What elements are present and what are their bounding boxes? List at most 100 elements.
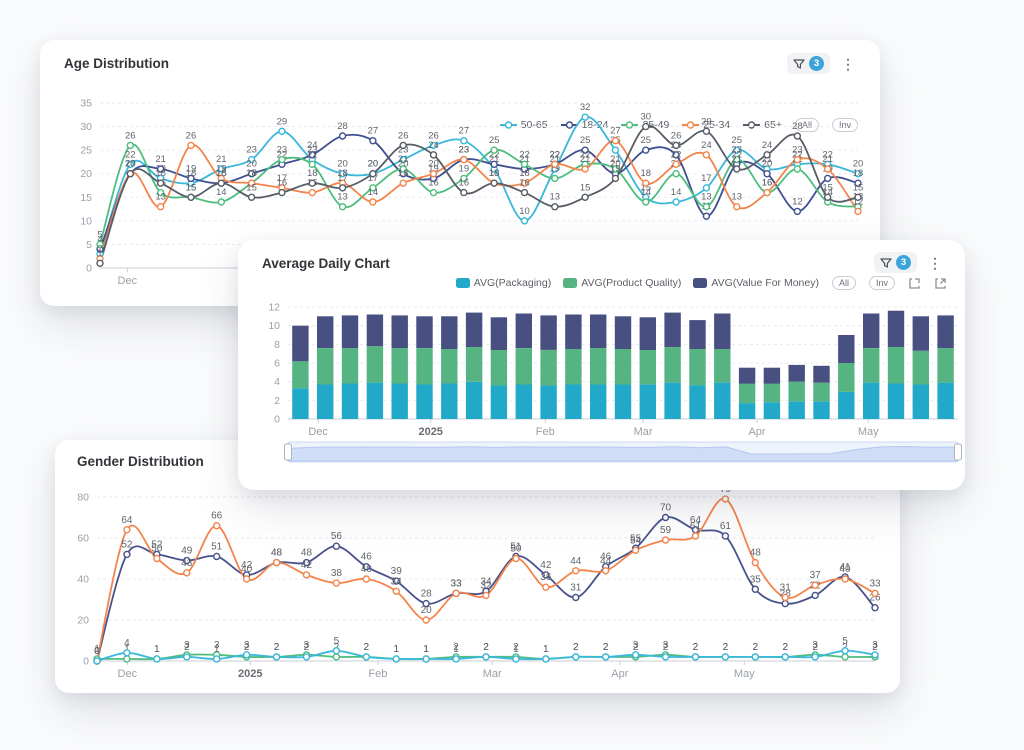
- svg-text:2: 2: [812, 642, 818, 653]
- more-menu-button[interactable]: ⋮: [841, 55, 855, 72]
- svg-text:14: 14: [216, 187, 227, 198]
- svg-text:Dec: Dec: [118, 668, 138, 680]
- box-select-icon[interactable]: [908, 277, 921, 290]
- svg-text:24: 24: [428, 140, 439, 151]
- brush-handle[interactable]: [954, 443, 962, 461]
- svg-text:38: 38: [331, 568, 343, 579]
- svg-text:5: 5: [97, 229, 102, 240]
- svg-text:2: 2: [693, 642, 699, 653]
- svg-text:29: 29: [277, 116, 288, 127]
- svg-text:26: 26: [125, 130, 136, 141]
- svg-text:22: 22: [489, 149, 500, 160]
- svg-text:18: 18: [216, 168, 227, 179]
- svg-text:66: 66: [211, 511, 223, 522]
- svg-text:22: 22: [731, 149, 742, 160]
- svg-text:Feb: Feb: [368, 668, 387, 680]
- age-legend: 50-65 18-24 35-49 25-34 65+ All Inv: [499, 118, 858, 132]
- svg-text:26: 26: [869, 593, 881, 604]
- svg-text:20: 20: [398, 159, 409, 170]
- svg-text:18: 18: [853, 168, 864, 179]
- svg-text:20: 20: [77, 615, 89, 627]
- svg-text:28: 28: [337, 121, 348, 132]
- svg-text:3: 3: [663, 640, 669, 651]
- legend-all-button[interactable]: All: [794, 118, 819, 132]
- svg-text:24: 24: [307, 140, 318, 151]
- legend-item-18-24[interactable]: 18-24: [560, 119, 608, 131]
- svg-text:14: 14: [822, 187, 833, 198]
- svg-text:1: 1: [543, 644, 549, 655]
- svg-text:56: 56: [331, 531, 343, 542]
- svg-text:19: 19: [610, 163, 621, 174]
- filter-count-badge: 3: [809, 56, 824, 71]
- svg-text:6: 6: [274, 358, 280, 370]
- svg-text:23: 23: [307, 145, 318, 156]
- legend-item-avg-product-quality-[interactable]: AVG(Product Quality): [563, 277, 681, 289]
- legend-inverse-button[interactable]: Inv: [831, 118, 858, 132]
- svg-text:2: 2: [872, 642, 878, 653]
- svg-text:4: 4: [124, 638, 130, 649]
- filter-funnel-icon: [793, 58, 805, 69]
- svg-text:18: 18: [186, 168, 197, 179]
- brush-handle[interactable]: [284, 443, 292, 461]
- legend-item-65+[interactable]: 65+: [743, 119, 782, 131]
- svg-text:18: 18: [489, 168, 500, 179]
- svg-text:27: 27: [459, 126, 470, 137]
- svg-text:52: 52: [121, 539, 133, 550]
- svg-text:15: 15: [186, 182, 197, 193]
- svg-text:23: 23: [792, 145, 803, 156]
- filter-button[interactable]: 3: [787, 53, 830, 74]
- svg-text:23: 23: [731, 145, 742, 156]
- svg-text:34: 34: [391, 576, 403, 587]
- svg-text:2: 2: [274, 642, 280, 653]
- legend-all-button[interactable]: All: [831, 276, 856, 290]
- legend-inverse-button[interactable]: Inv: [868, 276, 895, 290]
- svg-text:18: 18: [246, 168, 257, 179]
- svg-text:19: 19: [459, 163, 470, 174]
- svg-text:26: 26: [398, 130, 409, 141]
- svg-text:35: 35: [80, 98, 92, 110]
- legend-item-label: 50-65: [520, 119, 548, 131]
- svg-text:29: 29: [701, 116, 712, 127]
- svg-text:22: 22: [307, 149, 318, 160]
- svg-text:2: 2: [364, 642, 370, 653]
- svg-text:40: 40: [361, 564, 373, 575]
- svg-text:5: 5: [86, 239, 92, 251]
- svg-text:4: 4: [97, 234, 102, 245]
- svg-text:15: 15: [246, 182, 257, 193]
- svg-text:10: 10: [80, 215, 92, 227]
- legend-items: 50-65 18-24 35-49 25-34 65+: [499, 119, 782, 131]
- svg-text:32: 32: [580, 102, 591, 113]
- svg-text:70: 70: [660, 503, 672, 514]
- svg-text:12: 12: [268, 302, 280, 314]
- svg-text:48: 48: [271, 548, 283, 559]
- svg-text:Apr: Apr: [611, 668, 628, 680]
- svg-text:8: 8: [274, 339, 280, 351]
- svg-text:21: 21: [489, 154, 500, 165]
- svg-text:80: 80: [77, 492, 89, 504]
- svg-text:3: 3: [244, 640, 250, 651]
- svg-text:26: 26: [428, 130, 439, 141]
- svg-text:21: 21: [550, 154, 561, 165]
- svg-text:2025: 2025: [418, 426, 442, 438]
- more-menu-button[interactable]: ⋮: [928, 254, 942, 271]
- svg-text:20: 20: [125, 159, 136, 170]
- svg-text:18: 18: [489, 168, 500, 179]
- svg-text:2: 2: [244, 642, 250, 653]
- zoom-restore-icon[interactable]: [934, 277, 947, 290]
- filter-button[interactable]: 3: [874, 252, 917, 273]
- svg-text:33: 33: [451, 578, 463, 589]
- svg-text:0: 0: [86, 263, 92, 275]
- svg-text:23: 23: [398, 145, 409, 156]
- svg-text:0: 0: [94, 646, 100, 657]
- svg-text:40: 40: [840, 564, 852, 575]
- svg-text:1: 1: [513, 644, 519, 655]
- svg-text:20: 20: [125, 159, 136, 170]
- svg-text:49: 49: [181, 546, 193, 557]
- svg-text:43: 43: [181, 558, 193, 569]
- legend-item-avg-packaging-[interactable]: AVG(Packaging): [455, 277, 551, 289]
- legend-item-avg-value-for-money-[interactable]: AVG(Value For Money): [693, 277, 819, 289]
- svg-text:23: 23: [459, 145, 470, 156]
- svg-text:22: 22: [125, 149, 136, 160]
- svg-text:2: 2: [603, 642, 609, 653]
